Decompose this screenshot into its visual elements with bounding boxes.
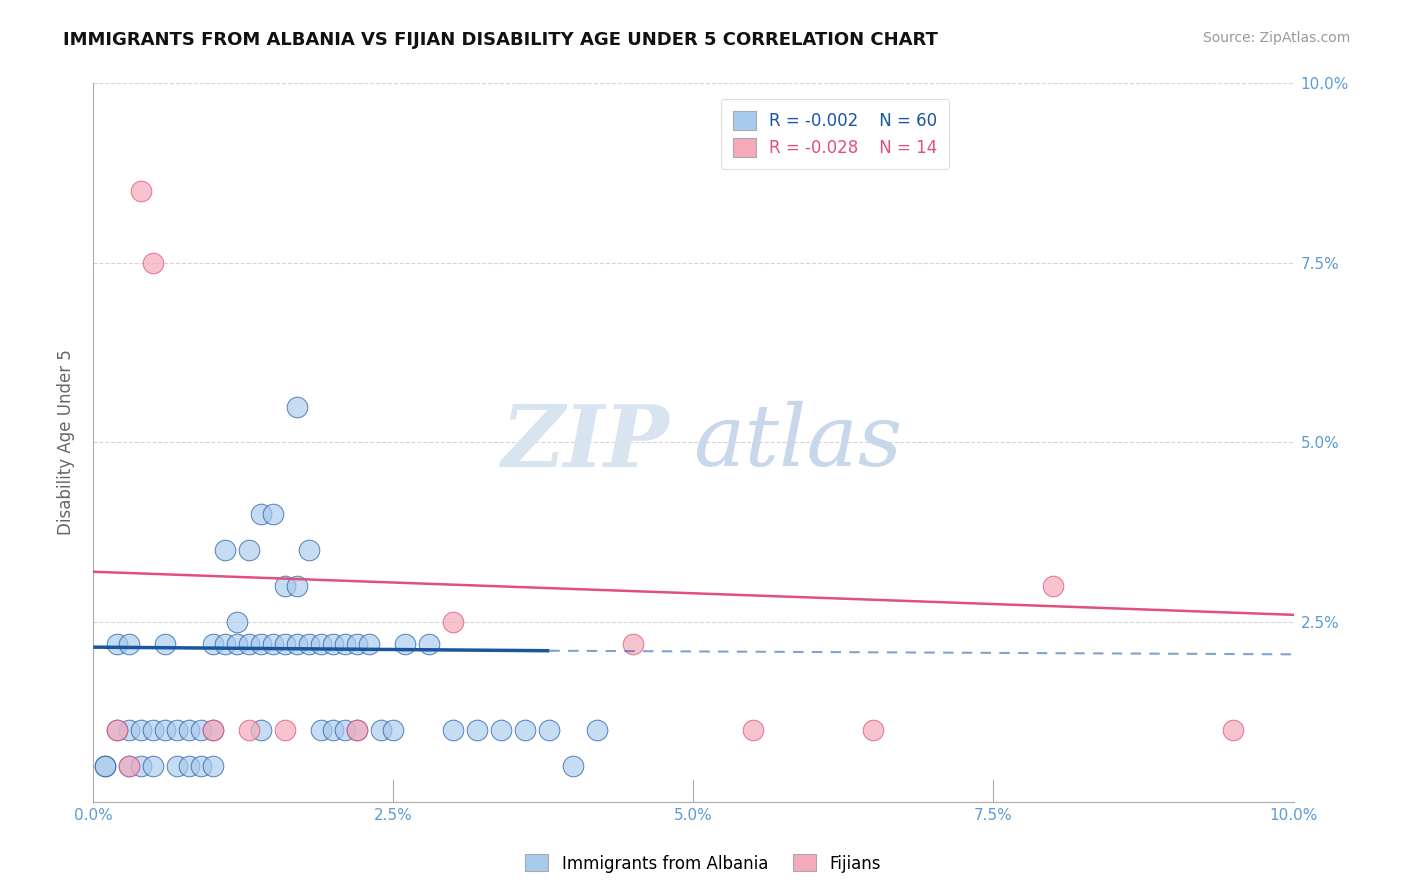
Point <box>105 636 128 650</box>
Point <box>382 723 405 737</box>
Point <box>155 723 177 737</box>
Point <box>274 723 297 737</box>
Point <box>311 723 333 737</box>
Point <box>621 636 644 650</box>
Point <box>94 758 117 772</box>
Point <box>491 723 513 737</box>
Point <box>238 636 260 650</box>
Point <box>118 758 141 772</box>
Point <box>335 723 357 737</box>
Text: Source: ZipAtlas.com: Source: ZipAtlas.com <box>1202 31 1350 45</box>
Point <box>359 636 381 650</box>
Point <box>129 184 152 198</box>
Point <box>190 723 212 737</box>
Point <box>441 723 464 737</box>
Point <box>142 758 165 772</box>
Point <box>562 758 585 772</box>
Point <box>142 256 165 270</box>
Point <box>202 723 225 737</box>
Point <box>285 400 308 414</box>
Point <box>179 723 201 737</box>
Point <box>250 723 273 737</box>
Text: atlas: atlas <box>693 401 903 483</box>
Point <box>226 636 249 650</box>
Point <box>250 636 273 650</box>
Point <box>322 723 344 737</box>
Point <box>742 723 765 737</box>
Point <box>262 508 284 522</box>
Point <box>441 615 464 629</box>
Point <box>1222 723 1244 737</box>
Point <box>250 508 273 522</box>
Point <box>166 758 188 772</box>
Point <box>190 758 212 772</box>
Y-axis label: Disability Age Under 5: Disability Age Under 5 <box>58 350 75 535</box>
Point <box>311 636 333 650</box>
Point <box>118 636 141 650</box>
Point <box>285 636 308 650</box>
Point <box>94 758 117 772</box>
Legend: R = -0.002    N = 60, R = -0.028    N = 14: R = -0.002 N = 60, R = -0.028 N = 14 <box>721 99 949 169</box>
Point <box>1042 579 1064 593</box>
Point <box>274 636 297 650</box>
Point <box>179 758 201 772</box>
Point <box>155 636 177 650</box>
Point <box>538 723 561 737</box>
Point <box>202 723 225 737</box>
Text: IMMIGRANTS FROM ALBANIA VS FIJIAN DISABILITY AGE UNDER 5 CORRELATION CHART: IMMIGRANTS FROM ALBANIA VS FIJIAN DISABI… <box>63 31 938 49</box>
Point <box>129 723 152 737</box>
Point <box>394 636 416 650</box>
Point <box>335 636 357 650</box>
Point <box>142 723 165 737</box>
Point <box>298 636 321 650</box>
Legend: Immigrants from Albania, Fijians: Immigrants from Albania, Fijians <box>519 847 887 880</box>
Point <box>418 636 440 650</box>
Point <box>262 636 284 650</box>
Point <box>322 636 344 650</box>
Point <box>238 543 260 558</box>
Point <box>586 723 609 737</box>
Point <box>465 723 488 737</box>
Point <box>118 758 141 772</box>
Point <box>214 636 236 650</box>
Point <box>346 723 368 737</box>
Point <box>285 579 308 593</box>
Point <box>274 579 297 593</box>
Point <box>214 543 236 558</box>
Point <box>346 723 368 737</box>
Point <box>166 723 188 737</box>
Point <box>202 636 225 650</box>
Text: ZIP: ZIP <box>502 401 669 484</box>
Point <box>515 723 537 737</box>
Point <box>238 723 260 737</box>
Point <box>346 636 368 650</box>
Point <box>118 723 141 737</box>
Point <box>862 723 884 737</box>
Point <box>105 723 128 737</box>
Point <box>226 615 249 629</box>
Point <box>105 723 128 737</box>
Point <box>298 543 321 558</box>
Point <box>370 723 392 737</box>
Point <box>202 758 225 772</box>
Point <box>129 758 152 772</box>
